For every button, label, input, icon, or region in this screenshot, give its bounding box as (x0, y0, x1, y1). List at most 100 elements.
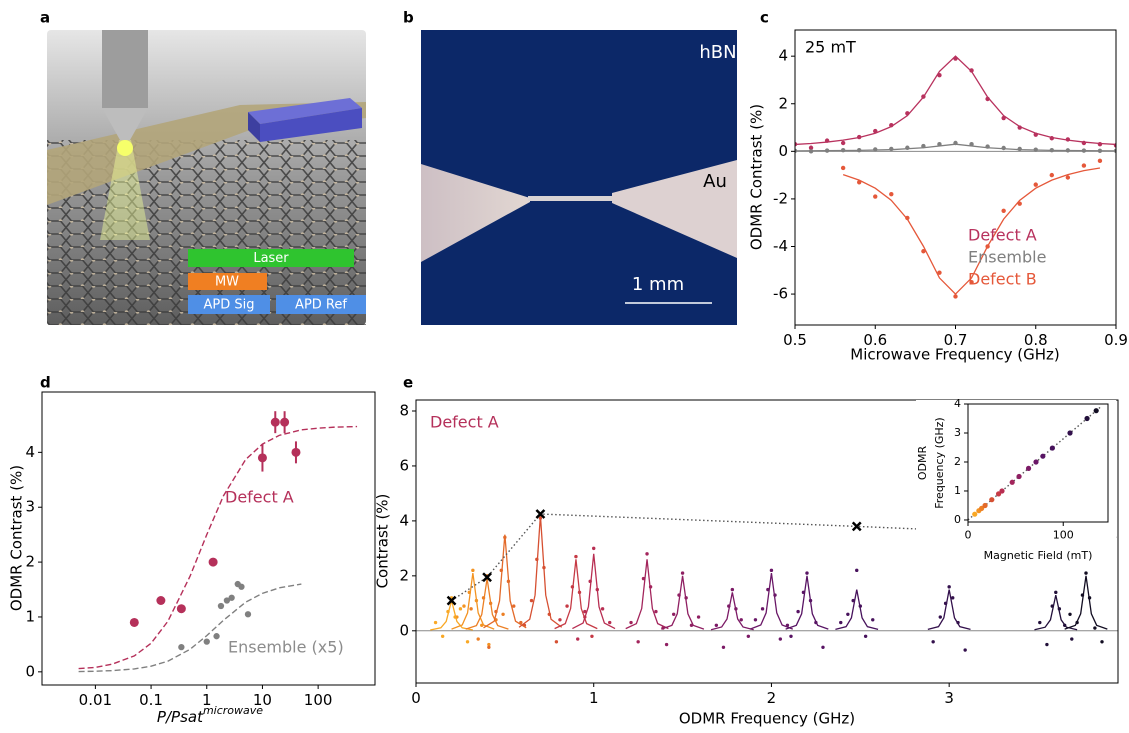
data-point (654, 609, 658, 614)
x-tick-label: 0.01 (79, 691, 112, 709)
data-point (1081, 163, 1087, 168)
mw-bar (188, 273, 267, 290)
fit-line (835, 589, 879, 631)
legend-entry: Ensemble (968, 248, 1046, 267)
data-point (760, 607, 765, 611)
x-tick-label: 0.9 (1104, 331, 1128, 349)
data-point (931, 640, 935, 644)
au-electrode (421, 164, 530, 262)
data-point (217, 602, 225, 610)
data-point (228, 594, 235, 601)
laser-bar (188, 249, 354, 267)
data-point (1040, 453, 1046, 459)
data-point (969, 279, 974, 285)
data-point (730, 587, 735, 592)
x-tick-label: 100 (304, 691, 333, 709)
data-point (1025, 465, 1032, 471)
data-point (574, 554, 578, 559)
data-point (840, 140, 846, 146)
data-point (871, 618, 875, 622)
data-point (753, 618, 758, 622)
magnet-side (248, 112, 260, 142)
x-axis-label-main: P/Psat (157, 708, 204, 726)
cross-marker (482, 572, 492, 583)
fit-line (78, 425, 358, 670)
fit-line (78, 583, 302, 673)
y-tick-label: -6 (773, 285, 788, 303)
fit-line (483, 534, 527, 629)
data-point (244, 611, 252, 618)
fit-line (465, 578, 509, 630)
plot-area (416, 509, 1118, 652)
y-tick-label: 6 (399, 456, 409, 474)
y-tick-label: 1 (954, 484, 961, 497)
au-electrode (612, 160, 737, 258)
data-point (629, 620, 633, 625)
laser-beam (100, 140, 150, 240)
data-point (471, 568, 475, 573)
chart: d 0.01 0.1 1 10 100 0 1 2 3 4 P/Psatmicrowave ODMR C… (8, 374, 376, 726)
y-tick-label: 4 (778, 47, 788, 65)
x-axis-label: Microwave Frequency (GHz) (850, 346, 1059, 364)
y-tick-label: 2 (399, 566, 409, 584)
data-point (953, 294, 958, 299)
data-point (213, 633, 220, 640)
axes-frame (415, 399, 1119, 684)
data-point (608, 620, 612, 625)
data-point (469, 607, 473, 611)
data-point (176, 604, 186, 614)
x-axis-label: P/Psatmicrowave (157, 704, 263, 726)
data-point (995, 491, 1002, 497)
fit-line (625, 559, 669, 630)
data-point (554, 640, 559, 644)
y-tick-label: 3 (25, 498, 35, 516)
y-tick-label: 2 (778, 94, 788, 112)
panel-label: a (40, 9, 50, 27)
data-point (855, 568, 859, 573)
data-point (433, 620, 438, 625)
data-point (840, 165, 846, 171)
data-point (291, 447, 301, 457)
y-axis-label: Contrast (%) (374, 494, 392, 589)
material-label: hBN (699, 42, 736, 63)
panel-label: c (760, 9, 769, 27)
data-point (696, 615, 701, 619)
x-tick-label: 0.1 (139, 691, 163, 709)
data-point (769, 568, 774, 573)
data-point (746, 634, 751, 638)
y-axis-label: ODMR Contrast (%) (748, 104, 766, 250)
data-point (721, 645, 726, 649)
x-tick-label: 0.8 (1024, 331, 1048, 349)
fit-line (749, 573, 794, 630)
x-axis-label: Magnetic Field (mT) (984, 549, 1093, 562)
fit-line (661, 575, 705, 630)
panel-b: b hBN Au 1 mm (403, 9, 737, 325)
chart: 0 100 0 1 2 3 4 Magnetic Field (mT) ODMR Frequenc… (916, 397, 1116, 566)
x-tick-label: 0.5 (783, 331, 807, 349)
data-point (590, 634, 594, 638)
au-bridge (528, 196, 614, 201)
x-axis-label: ODMR Frequency (GHz) (679, 710, 855, 728)
y-tick-label: 8 (399, 401, 409, 419)
fit-line (842, 167, 1101, 295)
fit-line (1064, 575, 1108, 630)
apd-sig-bar (188, 295, 270, 314)
data-point (270, 417, 280, 427)
bar-label: Laser (253, 251, 289, 266)
data-point (1049, 445, 1055, 451)
data-point (1093, 626, 1097, 630)
legend-entry: Defect A (968, 226, 1037, 245)
data-point (808, 145, 814, 150)
data-point (600, 607, 605, 611)
fit-line (572, 553, 616, 630)
data-point (969, 68, 974, 73)
data-point (805, 571, 809, 575)
data-point (1084, 571, 1088, 575)
cross-marker (535, 509, 546, 519)
data-point (1054, 590, 1058, 595)
data-point (1033, 182, 1038, 187)
fit-line (795, 143, 1116, 152)
fit-line (554, 559, 598, 630)
magnet-top (248, 98, 362, 124)
